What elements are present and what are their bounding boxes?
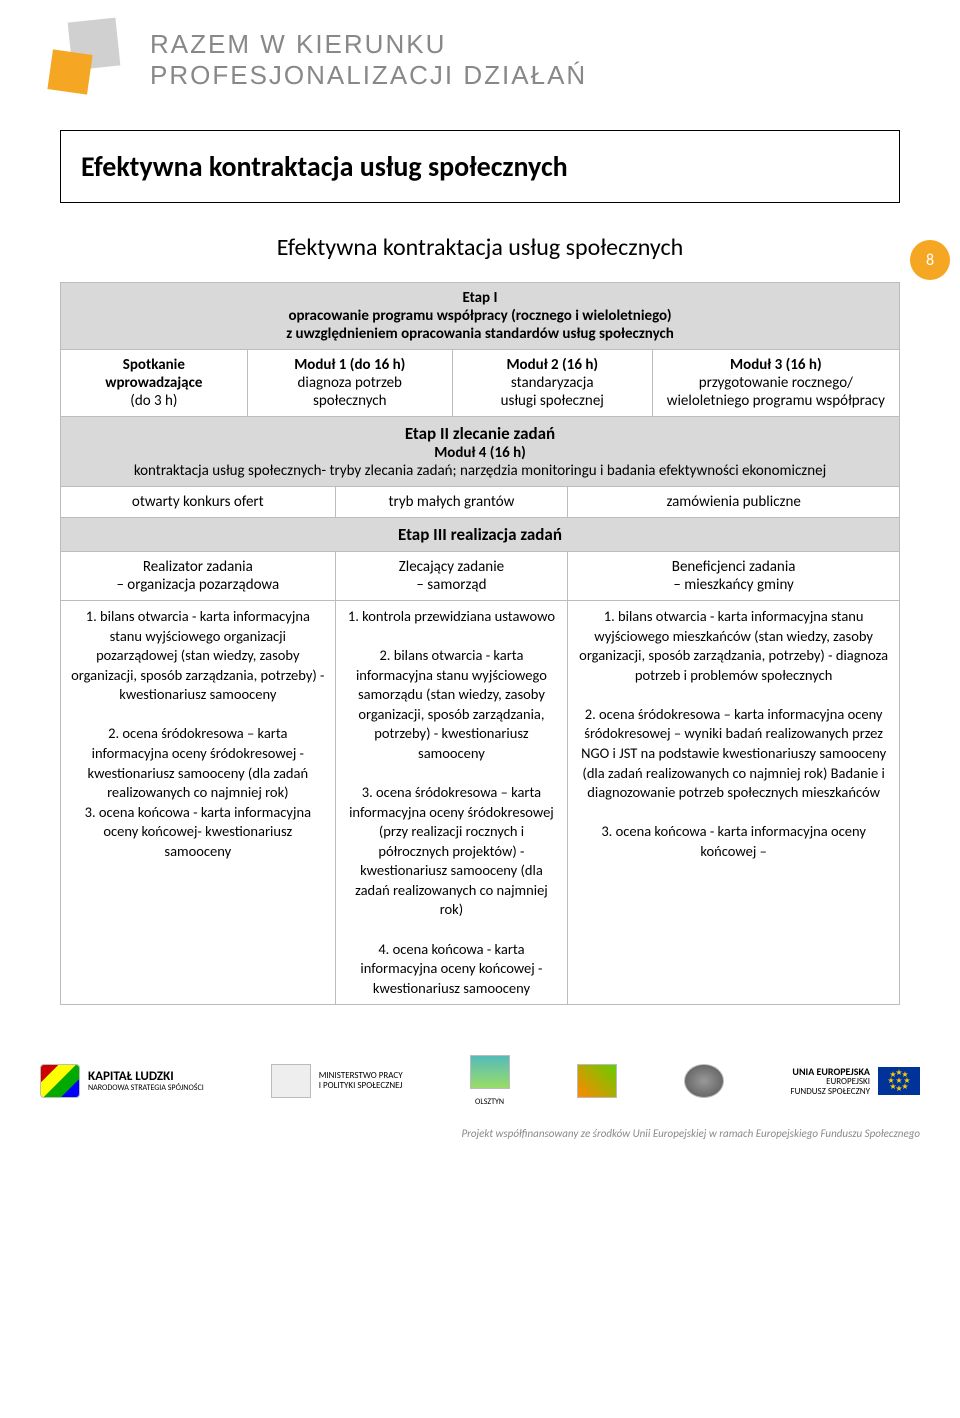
page-title: Efektywna kontraktacja usług społecznych bbox=[81, 149, 879, 184]
role-c3-l1: Beneficjenci zadania bbox=[578, 558, 889, 576]
tryb-c3: zamówienia publiczne bbox=[568, 487, 900, 518]
mod-c3-l1: Moduł 2 (16 h) bbox=[463, 356, 642, 374]
logo-text: RAZEM W KIERUNKU PROFESJONALIZACJI DZIAŁ… bbox=[150, 29, 587, 91]
role-c3: Beneficjenci zadania – mieszkańcy gminy bbox=[568, 552, 900, 601]
mod-c2-l3: społecznych bbox=[258, 392, 442, 410]
mod-col3: Moduł 2 (16 h) standaryzacja usługi społ… bbox=[452, 350, 652, 417]
mod-c4-l3: wieloletniego programu współpracy bbox=[663, 392, 889, 410]
partner1-logo-icon bbox=[577, 1064, 617, 1098]
etap2-sub: Moduł 4 (16 h) bbox=[71, 444, 889, 462]
role-c3-l2: – mieszkańcy gminy bbox=[578, 576, 889, 594]
main-table: Etap I opracowanie programu współpracy (… bbox=[60, 282, 900, 1005]
footer-olsztyn: OLSZTYN bbox=[470, 1055, 510, 1107]
mod-col2: Moduł 1 (do 16 h) diagnoza potrzeb społe… bbox=[247, 350, 452, 417]
role-c1-l2: – organizacja pozarządowa bbox=[71, 576, 325, 594]
footer-ministry: MINISTERSTWO PRACY I POLITYKI SPOŁECZNEJ bbox=[271, 1064, 403, 1098]
logo-icon bbox=[40, 20, 130, 100]
role-c2-l1: Zlecający zadanie bbox=[346, 558, 558, 576]
footer-partner2 bbox=[684, 1064, 724, 1098]
footer-caption: Projekt współfinansowany ze środków Unii… bbox=[0, 1127, 960, 1160]
etap1-heading: Etap I bbox=[71, 289, 889, 307]
eu-l3: FUNDUSZ SPOŁECZNY bbox=[790, 1087, 870, 1097]
etap1-desc: opracowanie programu współpracy (roczneg… bbox=[71, 307, 889, 343]
etap1-cell: Etap I opracowanie programu współpracy (… bbox=[61, 283, 900, 350]
ministry-logo-icon bbox=[271, 1064, 311, 1098]
eu-flag-icon bbox=[878, 1067, 920, 1095]
partner2-logo-icon bbox=[684, 1064, 724, 1098]
kapital-logo-icon bbox=[40, 1064, 80, 1098]
mod-c4-l1: Moduł 3 (16 h) bbox=[663, 356, 889, 374]
details-c2: 1. kontrola przewidziana ustawowo 2. bil… bbox=[335, 601, 568, 1005]
mod-c2-l2: diagnoza potrzeb bbox=[258, 374, 442, 392]
mod-c4-l2: przygotowanie rocznego/ bbox=[663, 374, 889, 392]
tryb-c2: tryb małych grantów bbox=[335, 487, 568, 518]
header: RAZEM W KIERUNKU PROFESJONALIZACJI DZIAŁ… bbox=[0, 0, 960, 110]
kapital-l2: NARODOWA STRATEGIA SPÓJNOŚCI bbox=[88, 1084, 204, 1093]
logo-line2: PROFESJONALIZACJI DZIAŁAŃ bbox=[150, 60, 587, 91]
mod-c1-l2: wprowadzające bbox=[71, 374, 237, 392]
footer-logos: KAPITAŁ LUDZKI NARODOWA STRATEGIA SPÓJNO… bbox=[0, 1035, 960, 1127]
olsztyn-label: OLSZTYN bbox=[475, 1097, 504, 1107]
etap2-heading: Etap II zlecanie zadań bbox=[71, 423, 889, 444]
subtitle: Efektywna kontraktacja usług społecznych bbox=[60, 233, 900, 262]
etap2-cell: Etap II zlecanie zadań Moduł 4 (16 h) ko… bbox=[61, 417, 900, 487]
mod-col4: Moduł 3 (16 h) przygotowanie rocznego/ w… bbox=[652, 350, 899, 417]
mod-c1-l1: Spotkanie bbox=[71, 356, 237, 374]
etap2-desc: kontraktacja usług społecznych- tryby zl… bbox=[71, 462, 889, 480]
mod-c2-l1: Moduł 1 (do 16 h) bbox=[258, 356, 442, 374]
footer-eu: UNIA EUROPEJSKA EUROPEJSKI FUNDUSZ SPOŁE… bbox=[790, 1066, 920, 1097]
role-c1-l1: Realizator zadania bbox=[71, 558, 325, 576]
mod-col1: Spotkanie wprowadzające (do 3 h) bbox=[61, 350, 248, 417]
min-l2: I POLITYKI SPOŁECZNEJ bbox=[319, 1081, 403, 1091]
role-c2: Zlecający zadanie – samorząd bbox=[335, 552, 568, 601]
footer-kapital: KAPITAŁ LUDZKI NARODOWA STRATEGIA SPÓJNO… bbox=[40, 1064, 204, 1098]
content: Efektywna kontraktacja usług społecznych… bbox=[0, 110, 960, 1035]
tryb-c1: otwarty konkurs ofert bbox=[61, 487, 336, 518]
logo-line1: RAZEM W KIERUNKU bbox=[150, 29, 587, 60]
mod-c3-l2: standaryzacja bbox=[463, 374, 642, 392]
etap3-heading: Etap III realizacja zadań bbox=[61, 518, 900, 552]
details-c3: 1. bilans otwarcia - karta informacyjna … bbox=[568, 601, 900, 1005]
kapital-l1: KAPITAŁ LUDZKI bbox=[88, 1070, 204, 1084]
mod-c1-l3: (do 3 h) bbox=[71, 392, 237, 410]
role-c2-l2: – samorząd bbox=[346, 576, 558, 594]
title-box: Efektywna kontraktacja usług społecznych bbox=[60, 130, 900, 203]
role-c1: Realizator zadania – organizacja pozarzą… bbox=[61, 552, 336, 601]
details-c1: 1. bilans otwarcia - karta informacyjna … bbox=[61, 601, 336, 1005]
page-number-badge: 8 bbox=[910, 240, 950, 280]
footer-partner1 bbox=[577, 1064, 617, 1098]
mod-c3-l3: usługi społecznej bbox=[463, 392, 642, 410]
olsztyn-logo-icon bbox=[470, 1055, 510, 1089]
